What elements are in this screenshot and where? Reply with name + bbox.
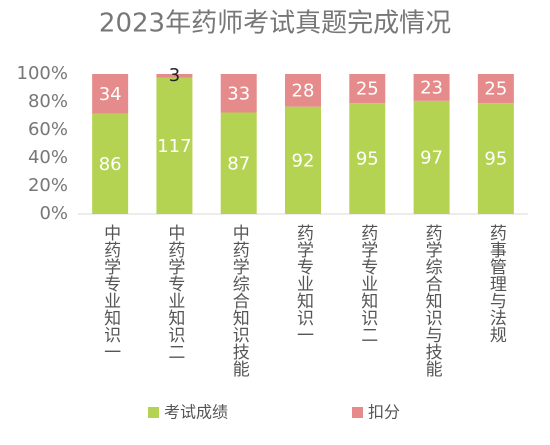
bar-segment	[220, 112, 257, 214]
y-tick-label: 60%	[28, 119, 68, 140]
data-label: 97	[420, 147, 443, 168]
legend-swatch	[352, 407, 363, 418]
bar-segment	[285, 106, 321, 214]
data-label: 117	[157, 136, 191, 157]
legend-label: 考试成绩	[164, 403, 228, 422]
bar-segment	[349, 103, 386, 214]
x-tick-label: 药学专业知识二	[357, 224, 378, 343]
data-label: 23	[420, 77, 443, 98]
data-label: 33	[227, 83, 250, 104]
bar-segment	[92, 113, 129, 214]
chart-title: 2023年药师考试真题完成情况	[99, 9, 451, 39]
y-tick-label: 40%	[28, 147, 68, 168]
x-tick-label: 中药学综合知识技能	[229, 224, 250, 378]
data-label: 95	[356, 149, 379, 170]
bar-segment	[413, 74, 450, 101]
bar-segment	[92, 74, 129, 114]
data-label: 87	[227, 153, 250, 174]
data-label: 34	[99, 84, 122, 105]
y-tick-label: 20%	[28, 175, 68, 196]
x-tick-label: 中药学专业知识一	[100, 224, 121, 360]
x-tick-label: 药学综合知识与技能	[422, 224, 443, 378]
data-label: 3	[169, 65, 180, 86]
legend-swatch	[148, 407, 159, 418]
x-tick-label: 药事管理与法规	[486, 224, 507, 343]
bar-segment	[349, 74, 386, 104]
y-tick-label: 80%	[28, 91, 68, 112]
data-label: 95	[484, 149, 507, 170]
legend-label: 扣分	[368, 403, 400, 422]
bar-segment	[285, 74, 321, 107]
data-label: 92	[292, 150, 315, 171]
data-label: 28	[292, 80, 315, 101]
data-label: 25	[356, 79, 379, 100]
y-tick-label: 100%	[17, 63, 68, 84]
data-label: 25	[484, 79, 507, 100]
bar-segment	[477, 103, 514, 214]
bar-segment	[156, 77, 193, 214]
data-label: 86	[99, 154, 122, 175]
bar-segment	[477, 74, 514, 104]
bar-segment	[220, 74, 257, 113]
x-tick-label: 药学专业知识一	[293, 224, 314, 343]
bar-segment	[413, 100, 450, 214]
bar-segment	[156, 74, 193, 78]
x-tick-label: 中药学专业知识二	[164, 224, 185, 360]
y-tick-label: 0%	[39, 203, 68, 224]
